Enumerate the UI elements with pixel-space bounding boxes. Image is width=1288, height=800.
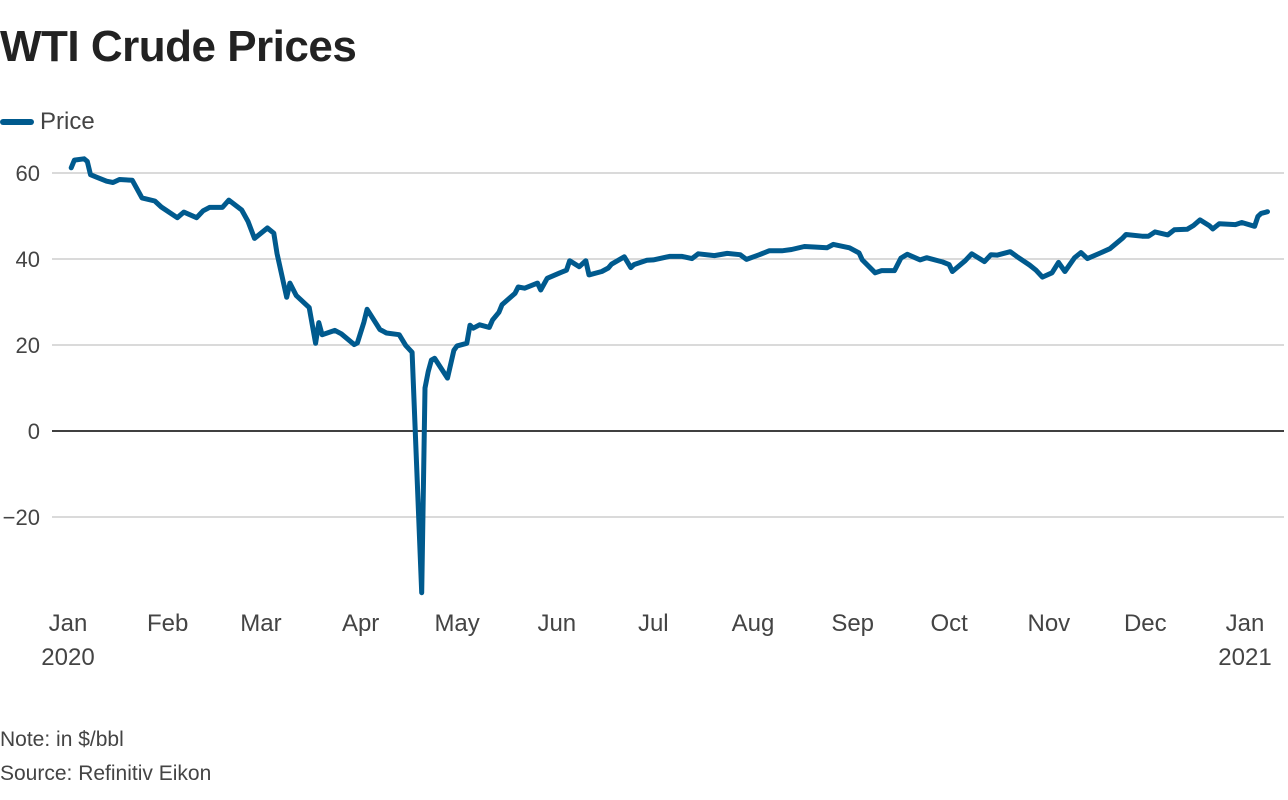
line-chart: 60 40 20 0 −20 Jan 2020 Feb Mar Apr May Jun Jul Aug Se… bbox=[3, 156, 1284, 671]
x-tick-label: Sep bbox=[831, 610, 874, 637]
x-tick-label: Nov bbox=[1027, 610, 1070, 637]
x-tick-label: Jan bbox=[49, 610, 88, 637]
x-tick-label: May bbox=[434, 610, 479, 637]
y-tick-label: −20 bbox=[3, 505, 40, 530]
legend-label-price: Price bbox=[40, 108, 95, 135]
y-tick-label: 0 bbox=[28, 419, 40, 444]
x-tick-label: Jun bbox=[537, 610, 576, 637]
chart-title: WTI Crude Prices bbox=[0, 22, 357, 71]
y-tick-label: 60 bbox=[16, 161, 40, 186]
x-tick-year-label: 2021 bbox=[1218, 644, 1271, 671]
y-tick-label: 20 bbox=[16, 333, 40, 358]
x-tick-label: Jul bbox=[638, 610, 669, 637]
note-text: Note: in $/bbl bbox=[0, 728, 124, 751]
source-text: Source: Refinitiv Eikon bbox=[0, 762, 212, 785]
series-line-price bbox=[68, 156, 1270, 596]
x-tick-year-label: 2020 bbox=[41, 644, 94, 671]
x-tick-label: Dec bbox=[1124, 610, 1167, 637]
x-tick-label: Apr bbox=[342, 610, 379, 637]
legend-swatch bbox=[0, 119, 34, 125]
y-tick-label: 40 bbox=[16, 247, 40, 272]
x-tick-label: Jan bbox=[1226, 610, 1265, 637]
x-tick-label: Aug bbox=[732, 610, 775, 637]
x-tick-label: Feb bbox=[147, 610, 188, 637]
x-tick-label: Oct bbox=[930, 610, 968, 637]
x-tick-label: Mar bbox=[240, 610, 281, 637]
legend: Price bbox=[0, 108, 95, 136]
